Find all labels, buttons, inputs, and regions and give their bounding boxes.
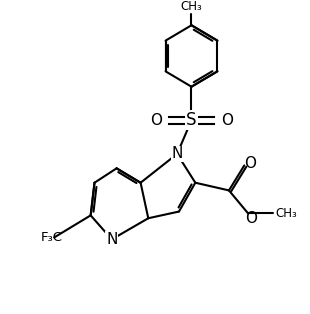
Text: S: S <box>186 111 197 129</box>
Text: O: O <box>150 113 162 128</box>
Text: O: O <box>245 211 257 226</box>
Text: N: N <box>106 232 117 247</box>
Text: N: N <box>171 146 183 161</box>
Text: CH₃: CH₃ <box>276 207 297 220</box>
Text: F₃C: F₃C <box>40 231 62 244</box>
Text: O: O <box>221 113 233 128</box>
Text: CH₃: CH₃ <box>181 0 202 13</box>
Text: O: O <box>244 156 256 171</box>
